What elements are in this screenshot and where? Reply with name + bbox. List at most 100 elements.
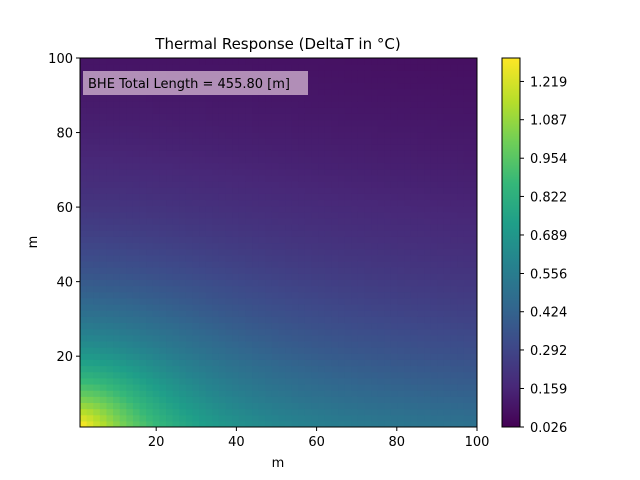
heatmap-cell (205, 267, 213, 274)
heatmap-cell (424, 101, 432, 108)
heatmap-cell (377, 340, 385, 348)
heatmap-cell (457, 260, 465, 268)
heatmap-cell (179, 236, 187, 244)
heatmap-cell (86, 236, 94, 244)
heatmap-cell (232, 365, 240, 373)
heatmap-cell (318, 205, 326, 213)
heatmap-cell (258, 131, 266, 139)
heatmap-cell (139, 174, 147, 182)
heatmap-cell (225, 119, 233, 127)
heatmap-cell (172, 248, 180, 256)
heatmap-cell (424, 408, 432, 416)
heatmap-cell (185, 328, 194, 336)
heatmap-cell (166, 168, 174, 176)
heatmap-cell (238, 168, 247, 176)
heatmap-cell (271, 64, 280, 71)
heatmap-cell (139, 144, 147, 151)
heatmap-cell (271, 371, 280, 379)
heatmap-cell (344, 119, 352, 127)
heatmap-cell (291, 242, 299, 250)
heatmap-cell (113, 187, 121, 194)
heatmap-cell (357, 396, 366, 403)
heatmap-cell (119, 131, 127, 139)
heatmap-cell (443, 414, 452, 422)
heatmap-cell (311, 224, 319, 231)
heatmap-cell (450, 310, 458, 317)
heatmap-cell (172, 347, 180, 354)
heatmap-cell (338, 383, 346, 391)
heatmap-cell (126, 181, 134, 188)
heatmap-cell (344, 58, 352, 65)
heatmap-cell (470, 107, 477, 114)
heatmap-cell (397, 340, 405, 348)
heatmap-cell (159, 211, 167, 219)
heatmap-cell (238, 328, 247, 336)
heatmap-cell (99, 58, 108, 65)
heatmap-cell (410, 107, 419, 114)
heatmap-cell (298, 150, 306, 157)
heatmap-cell (371, 58, 379, 65)
heatmap-cell (139, 420, 147, 427)
heatmap-cell (278, 279, 286, 287)
heatmap-cell (252, 107, 260, 114)
heatmap-cell (278, 396, 286, 403)
heatmap-cell (357, 285, 366, 293)
heatmap-cell (80, 377, 88, 385)
heatmap-cell (417, 377, 425, 385)
heatmap-cell (344, 304, 352, 311)
heatmap-cell (410, 217, 419, 225)
heatmap-cell (304, 168, 313, 176)
heatmap-cell (271, 383, 280, 391)
heatmap-cell (324, 322, 333, 330)
heatmap-cell (397, 242, 405, 250)
heatmap-cell (390, 144, 399, 151)
heatmap-cell (238, 199, 247, 207)
heatmap-cell (404, 211, 412, 219)
heatmap-cell (139, 267, 147, 274)
heatmap-cell (443, 316, 452, 324)
heatmap-cell (139, 377, 147, 385)
heatmap-cell (278, 310, 286, 317)
heatmap-cell (192, 168, 200, 176)
heatmap-cell (463, 150, 471, 157)
heatmap-cell (205, 273, 213, 280)
heatmap-cell (159, 310, 167, 317)
heatmap-cell (218, 162, 227, 170)
heatmap-cell (271, 291, 280, 299)
heatmap-cell (311, 316, 319, 324)
heatmap-cell (377, 119, 385, 127)
heatmap-cell (258, 156, 266, 164)
heatmap-cell (205, 420, 213, 427)
heatmap-cell (304, 414, 313, 422)
heatmap-cell (344, 113, 352, 121)
heatmap-cell (304, 150, 313, 157)
heatmap-cell (106, 119, 114, 127)
heatmap-cell (172, 340, 180, 348)
heatmap-cell (86, 168, 94, 176)
heatmap-cell (457, 322, 465, 330)
heatmap-cell (152, 199, 160, 207)
heatmap-cell (424, 131, 432, 139)
heatmap-cell (113, 205, 121, 213)
heatmap-cell (357, 242, 366, 250)
heatmap-cell (470, 267, 477, 274)
heatmap-cell (106, 236, 114, 244)
heatmap-cell (106, 168, 114, 176)
heatmap-cell (212, 224, 220, 231)
heatmap-cell (285, 254, 293, 262)
heatmap-cell (185, 168, 194, 176)
heatmap-cell (351, 107, 359, 114)
heatmap-cell (298, 359, 306, 367)
heatmap-cell (324, 70, 333, 78)
heatmap-cell (397, 304, 405, 311)
heatmap-cell (357, 199, 366, 207)
heatmap-cell (179, 383, 187, 391)
heatmap-cell (232, 371, 240, 379)
heatmap-cell (390, 267, 399, 274)
heatmap-cell (384, 390, 392, 397)
heatmap-cell (430, 267, 438, 274)
heatmap-cell (159, 187, 167, 194)
heatmap-cell (192, 230, 200, 237)
heatmap-cell (318, 248, 326, 256)
heatmap-cell (119, 347, 127, 354)
